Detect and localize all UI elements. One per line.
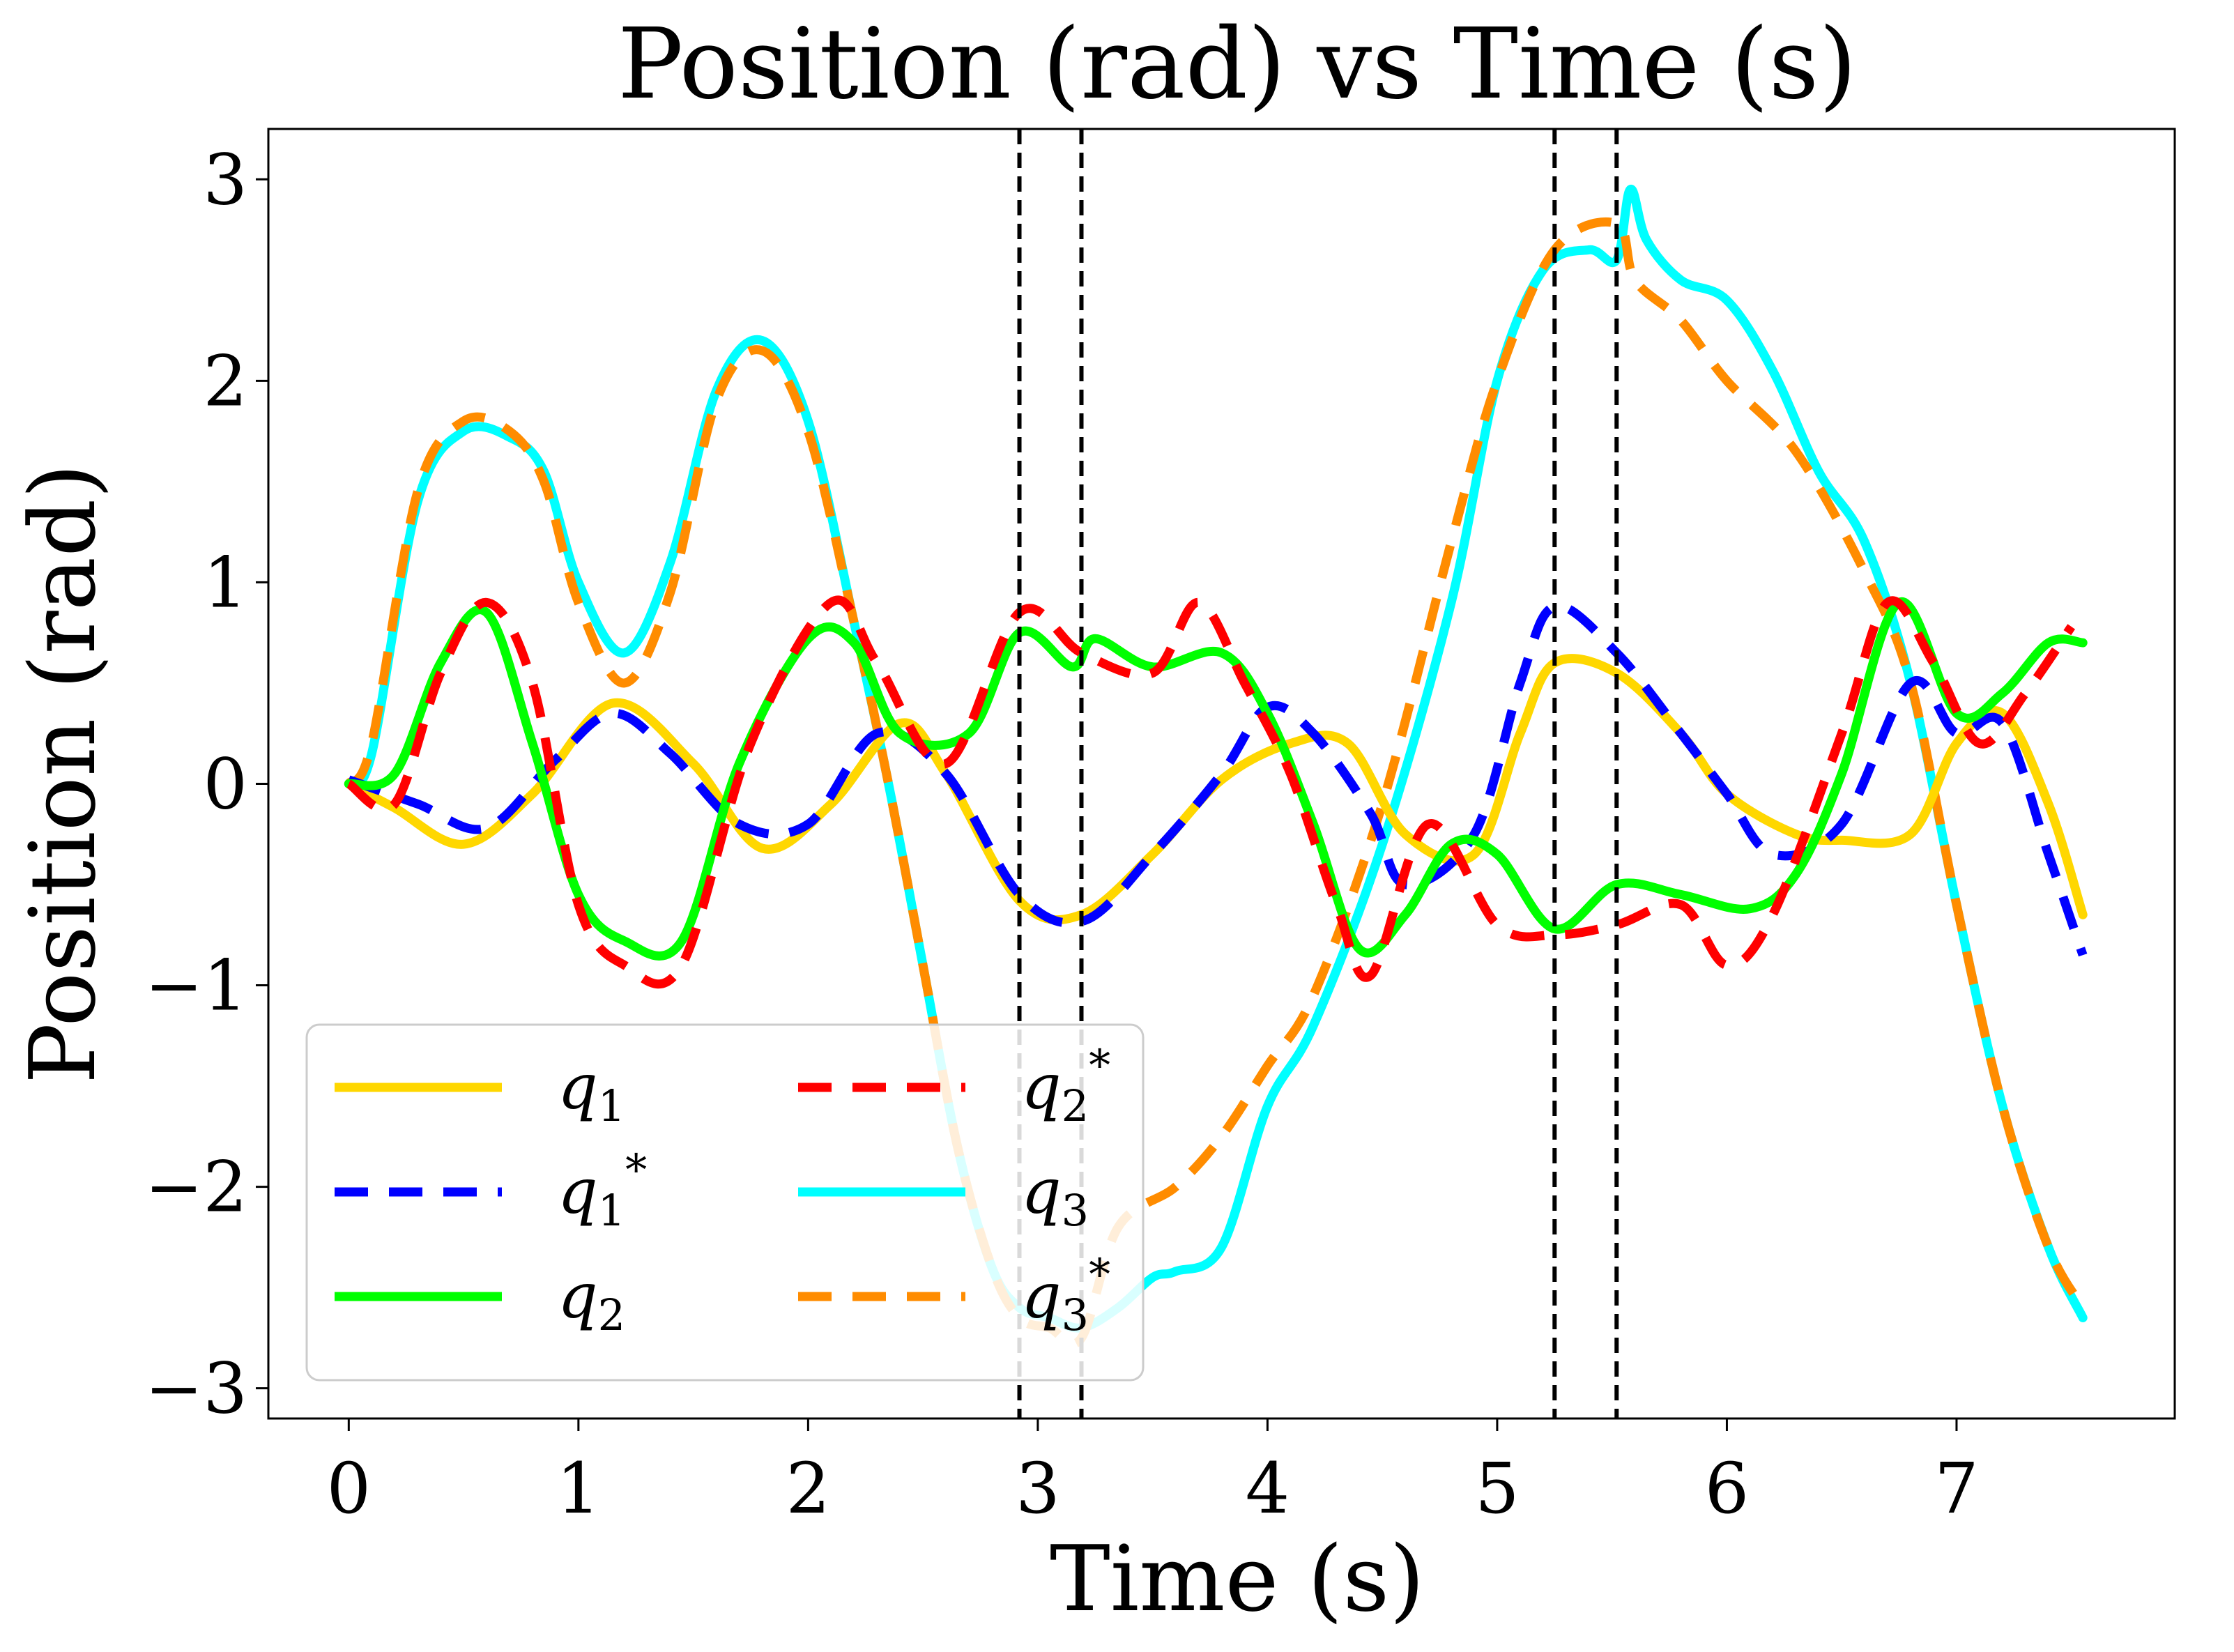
series-line-q2 — [344, 597, 2088, 961]
legend-label-q1: q1 — [558, 1050, 625, 1131]
legend-label-q3: q3 — [1021, 1155, 1089, 1236]
x-tick-label: 6 — [1705, 1448, 1750, 1529]
x-tick-label: 2 — [786, 1448, 831, 1529]
chart-title: Position (rad) vs Time (s) — [618, 8, 1857, 121]
legend-box — [305, 1023, 1145, 1382]
y-tick-label: 0 — [203, 743, 247, 825]
x-axis-label: Time (s) — [1050, 1526, 1425, 1632]
series-line-q2-star — [346, 595, 2076, 989]
legend: q1 q1* q2 q2* q3 q3* — [305, 1023, 1145, 1382]
series-line-q1 — [344, 654, 2088, 925]
series-line-q3 — [344, 185, 2088, 1333]
y-tick-label: −1 — [145, 945, 247, 1027]
y-tick-label: 3 — [203, 139, 247, 220]
y-tick-label: −3 — [145, 1348, 247, 1430]
series-line-q1-star — [347, 601, 2088, 957]
y-tick-label: −2 — [145, 1147, 247, 1228]
y-axis-label: Position (rad) — [10, 464, 116, 1084]
legend-label-q3-star: q3* — [1021, 1249, 1110, 1340]
series-line-q3-star — [344, 217, 2087, 1349]
y-tick-label: 1 — [203, 542, 247, 623]
y-tick-label: 2 — [203, 340, 247, 422]
x-tick-label: 4 — [1246, 1448, 1290, 1529]
plot-frame — [267, 128, 2176, 1420]
legend-label-q2-star: q2* — [1021, 1040, 1110, 1131]
x-tick-label: 0 — [327, 1448, 372, 1529]
legend-label-q1-star: q1* — [558, 1145, 647, 1236]
x-tick-label: 7 — [1934, 1448, 1979, 1529]
series-lines — [344, 185, 2088, 1349]
x-tick-label: 1 — [556, 1448, 601, 1529]
legend-label-q2: q2 — [558, 1260, 625, 1340]
x-tick-label: 5 — [1475, 1448, 1520, 1529]
x-tick-label: 3 — [1016, 1448, 1060, 1529]
axis-ticks: 0 1 2 3 4 5 6 7 −3 −2 −1 0 1 2 3 — [145, 139, 1979, 1529]
